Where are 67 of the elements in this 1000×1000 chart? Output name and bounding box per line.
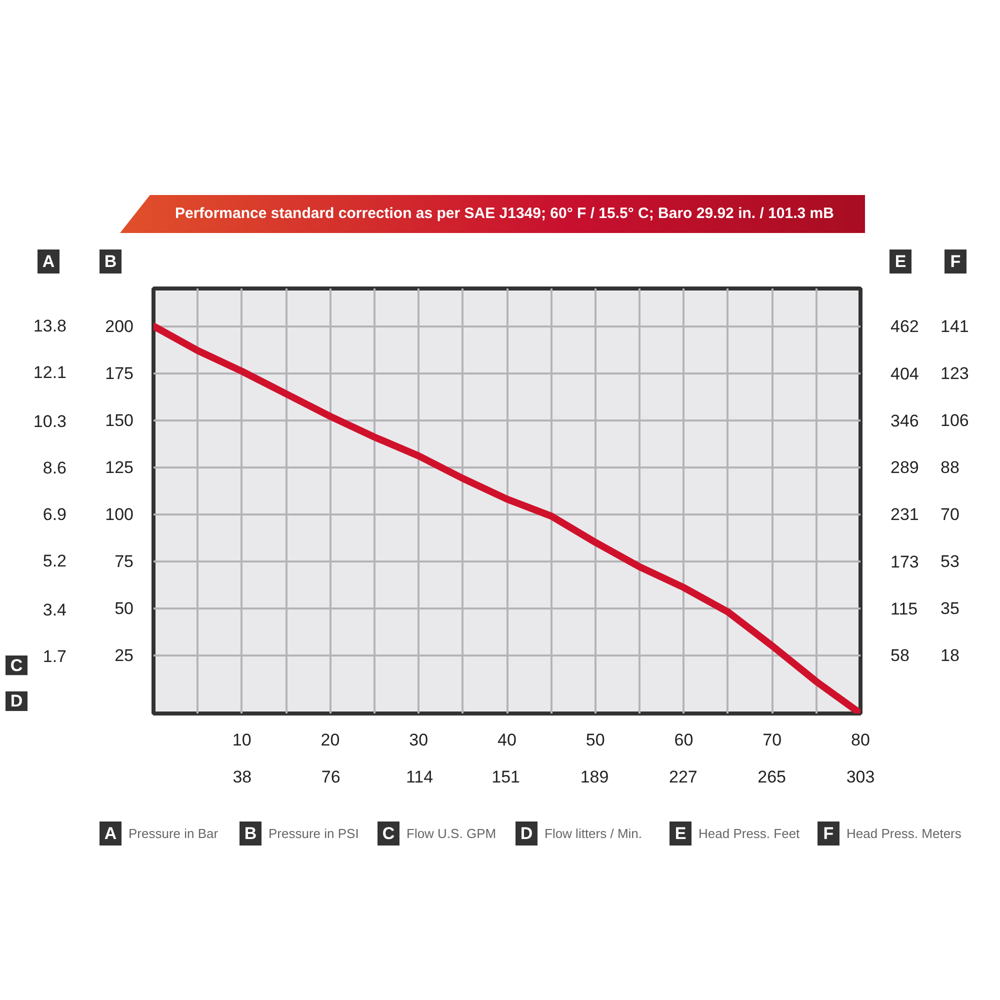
y-tick-label: 100 [105,505,134,524]
text: 106 [940,411,969,430]
x-axis-title: C [382,824,395,843]
y3-tick-label: 462 [890,317,919,336]
y-tick-label: 25 [114,646,134,666]
y2-tick-label: 10.3 [33,412,67,432]
y2-tick-label: 8.6 [42,458,67,478]
x2-tick-label: 189 [580,768,609,786]
y3-tick-label: 173 [890,552,919,572]
y-tick-label: 150 [105,411,134,430]
y2-axis-title: A [42,252,55,271]
text: F [950,252,961,271]
text: 123 [940,364,969,384]
y-tick-label: 50 [114,599,134,618]
y-tick-label: 125 [105,458,134,478]
text: Head Press. Feet [698,826,800,841]
text: 35 [940,599,960,618]
text: 70 [940,505,960,524]
text: C [10,656,23,675]
text: Pressure in Bar [128,826,219,841]
text: 141 [940,317,969,336]
y3-tick-label: 289 [890,458,919,477]
y-tick-label: 175 [105,364,134,384]
x-tick-label: 30 [409,730,428,750]
x-tick-label: 60 [674,730,694,750]
text: B [244,824,257,843]
text: Flow U.S. GPM [406,826,496,841]
y3-tick-label: 346 [890,412,919,431]
x2-tick-label: 151 [492,768,520,786]
text: Pressure in PSI [268,826,359,841]
x-tick-label: 40 [498,730,516,750]
x2-axis-title: D [520,824,533,843]
y2-tick-label: 12.1 [33,363,67,382]
y2-tick-label: 3.4 [42,600,67,620]
x2-tick-label: 114 [406,768,434,786]
text: E [674,824,686,843]
x-tick-label: 50 [586,730,605,750]
y2-tick-label: 13.8 [33,316,67,336]
y2-tick-label: 1.7 [42,646,67,666]
x-tick-label: 70 [762,730,782,750]
x2-tick-label: 303 [846,768,875,786]
y2-tick-label: 6.9 [42,504,67,524]
y3-tick-label: 58 [890,646,910,665]
y3-axis-title: E [894,252,906,271]
x-tick-label: 20 [320,730,340,750]
y2-tick-label: 5.2 [42,551,67,570]
x-tick-label: 80 [851,730,870,750]
y-tick-label: 200 [105,317,134,336]
x-tick-label: 10 [232,730,252,750]
x2-tick-label: 76 [321,768,340,786]
text: Flow litters / Min. [544,826,642,841]
x2-tick-label: 38 [232,768,252,786]
y3-tick-label: 231 [890,505,919,524]
x2-tick-label: 265 [758,768,786,786]
text: F [823,824,834,843]
text: 88 [940,458,960,478]
y3-tick-label: 404 [890,364,919,384]
text: A [104,824,117,843]
text: D [10,692,23,711]
text: 18 [940,646,960,666]
chart-title: Performance standard correction as per SAE J1349; 60° F / 15.5° C; Baro 29.92 in. / 101.3 mB [175,204,834,224]
text: Head Press. Meters [846,826,962,841]
text: 53 [940,552,960,572]
y-axis-title: B [104,252,117,271]
y-tick-label: 75 [114,552,134,572]
y3-tick-label: 115 [890,600,918,619]
x2-tick-label: 227 [668,768,698,786]
